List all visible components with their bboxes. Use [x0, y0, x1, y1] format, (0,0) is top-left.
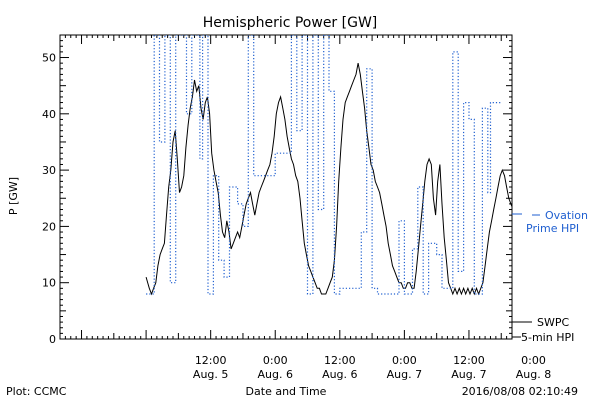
y-tick-label: 10: [42, 277, 56, 290]
plot-area-frame: [59, 34, 513, 340]
x-tick-label-time: 0:00: [521, 354, 546, 367]
x-tick-label-date: Aug. 6: [257, 368, 292, 381]
plot-credit: Plot: CCMC: [6, 385, 67, 398]
series-layer: [145, 35, 512, 296]
x-tick-label-date: Aug. 8: [516, 368, 551, 381]
x-tick-label-date: Aug. 6: [322, 368, 357, 381]
x-tick-label-time: 0:00: [263, 354, 288, 367]
x-tick-label-time: 12:00: [195, 354, 227, 367]
plot-border: [59, 34, 513, 340]
x-axis-label: Date and Time: [246, 385, 327, 398]
y-tick-label: 0: [49, 333, 56, 346]
plot-timestamp: 2016/08/08 02:10:49: [462, 385, 578, 398]
x-tick-label-time: 0:00: [392, 354, 417, 367]
y-axis: 0 10 20 30 40 50: [42, 34, 512, 346]
legend-ovation-label-2: Prime HPI: [526, 222, 579, 235]
legend-swpc-label-1: SWPC: [537, 316, 569, 329]
legend: Ovation Prime HPI SWPC 5-min HPI: [512, 209, 588, 344]
y-axis-label: P [GW]: [7, 177, 20, 215]
y-tick-label: 20: [42, 220, 56, 233]
x-tick-label-time: 12:00: [324, 354, 356, 367]
y-tick-label: 30: [42, 164, 56, 177]
y-tick-label: 50: [42, 52, 56, 65]
series-ovation-prime-hpi: [146, 35, 502, 295]
legend-ovation-label-1: Ovation: [545, 209, 588, 222]
x-tick-label-date: Aug. 7: [387, 368, 422, 381]
y-tick-label: 40: [42, 108, 56, 121]
chart-title: Hemispheric Power [GW]: [203, 15, 378, 31]
legend-swpc-label-2: 5-min HPI: [521, 331, 574, 344]
x-tick-label-date: Aug. 5: [193, 368, 228, 381]
x-tick-label-time: 12:00: [453, 354, 485, 367]
series-swpc-5min-hpi: [145, 63, 512, 296]
x-tick-label-date: Aug. 7: [451, 368, 486, 381]
